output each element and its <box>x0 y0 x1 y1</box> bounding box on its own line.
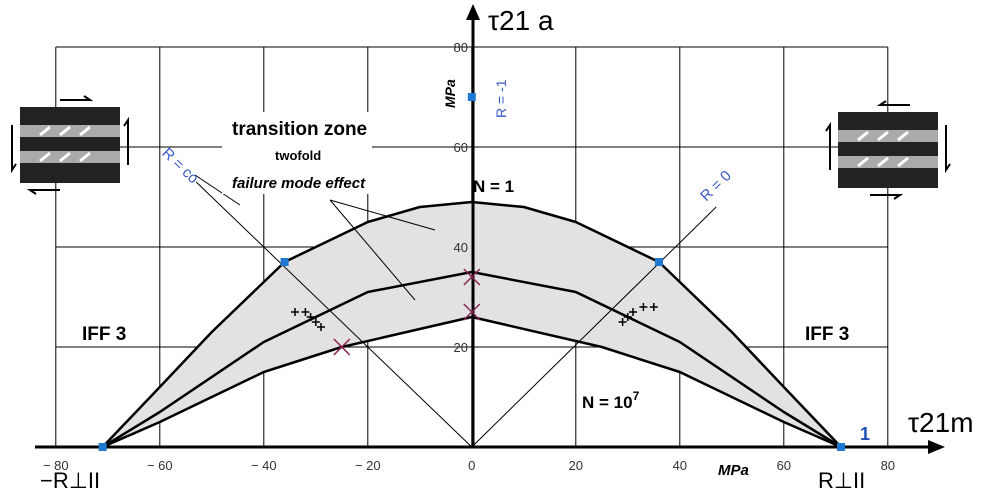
right-icon <box>826 101 950 199</box>
left-icon <box>12 96 128 194</box>
reference-label: R = 0 <box>697 167 735 205</box>
x-tick-label: 40 <box>673 458 687 473</box>
x-tick-label: 60 <box>777 458 791 473</box>
right-intercept-label: R⊥II <box>818 468 865 493</box>
reference-label: R = co <box>158 145 201 188</box>
n-high-base: N = 10 <box>582 393 633 412</box>
x-tick-label: 80 <box>881 458 895 473</box>
r-minus-one-label: R = -1 <box>493 79 509 118</box>
x-unit-label: MPa <box>718 462 749 479</box>
blue-point <box>655 258 663 266</box>
transition-line3: failure mode effect <box>232 175 366 192</box>
x-tick-label: − 80 <box>43 458 69 473</box>
n1-label: N = 1 <box>473 177 514 196</box>
x-tick-label: − 40 <box>251 458 277 473</box>
blue-point <box>99 443 107 451</box>
x-tick-label: − 20 <box>355 458 381 473</box>
transition-line2: twofold <box>275 148 321 163</box>
x-axis-label: τ21m <box>908 407 974 438</box>
n-high-exponent: 7 <box>633 389 640 403</box>
left-mode-label: IFF 3 <box>82 324 126 345</box>
y-arrow <box>466 4 480 20</box>
blue-point <box>468 93 476 101</box>
y-tick-label: 80 <box>454 40 468 55</box>
right-mode-label: IFF 3 <box>805 324 849 345</box>
x-tick-label: 0 <box>468 458 475 473</box>
n-high-label: N = 107 <box>582 389 640 412</box>
transition-title: transition zone <box>232 119 367 140</box>
x-arrow <box>928 440 945 454</box>
y-tick-label: 40 <box>454 240 468 255</box>
y-tick-label: 20 <box>454 340 468 355</box>
y-unit-label: MPa <box>442 79 458 108</box>
right-point-label: 1 <box>860 424 870 444</box>
y-tick-label: 60 <box>454 140 468 155</box>
x-tick-label: − 60 <box>147 458 173 473</box>
y-axis-label: τ21 a <box>488 5 554 36</box>
blue-point <box>281 258 289 266</box>
blue-point <box>837 443 845 451</box>
chart: τ21 a τ21m MPa MPa −R⊥II R⊥II 1 R = -1 I… <box>0 0 985 497</box>
x-tick-label: 20 <box>569 458 583 473</box>
